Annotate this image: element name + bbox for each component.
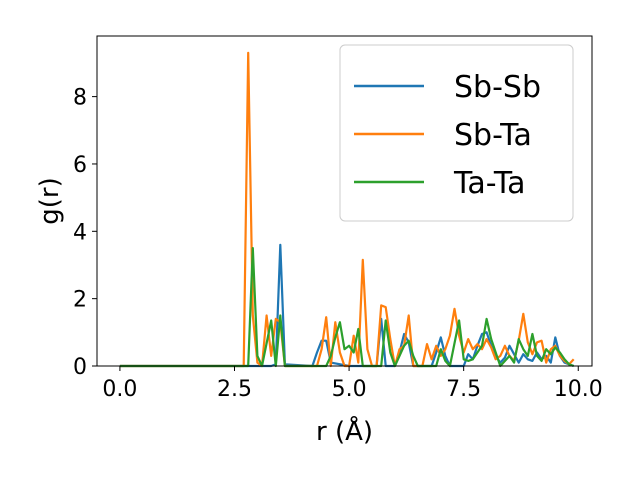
y-tick-label: 4 — [73, 220, 87, 245]
x-axis-ticks: 0.0 2.5 5.0 7.5 10.0 — [102, 366, 603, 402]
legend-entry-sb-sb: Sb-Sb — [454, 70, 541, 105]
y-axis-label: g(r) — [35, 177, 65, 224]
x-tick-label: 7.5 — [446, 377, 481, 402]
x-tick-label: 5.0 — [332, 377, 367, 402]
legend-entry-ta-ta: Ta-Ta — [453, 166, 526, 201]
y-tick-label: 0 — [73, 355, 87, 380]
x-tick-label: 2.5 — [217, 377, 252, 402]
y-tick-label: 6 — [73, 153, 87, 178]
y-axis-ticks: 0 2 4 6 8 — [73, 86, 97, 380]
plot-frame — [96, 35, 593, 367]
legend: Sb-Sb Sb-Ta Ta-Ta — [339, 44, 574, 222]
legend-frame — [339, 44, 574, 222]
y-tick-label: 8 — [73, 86, 87, 111]
legend-entry-sb-ta: Sb-Ta — [454, 118, 532, 153]
x-tick-label: 0.0 — [102, 377, 137, 402]
y-tick-label: 2 — [73, 288, 87, 313]
x-axis-label: r (Å) — [316, 415, 373, 447]
x-tick-label: 10.0 — [554, 377, 603, 402]
